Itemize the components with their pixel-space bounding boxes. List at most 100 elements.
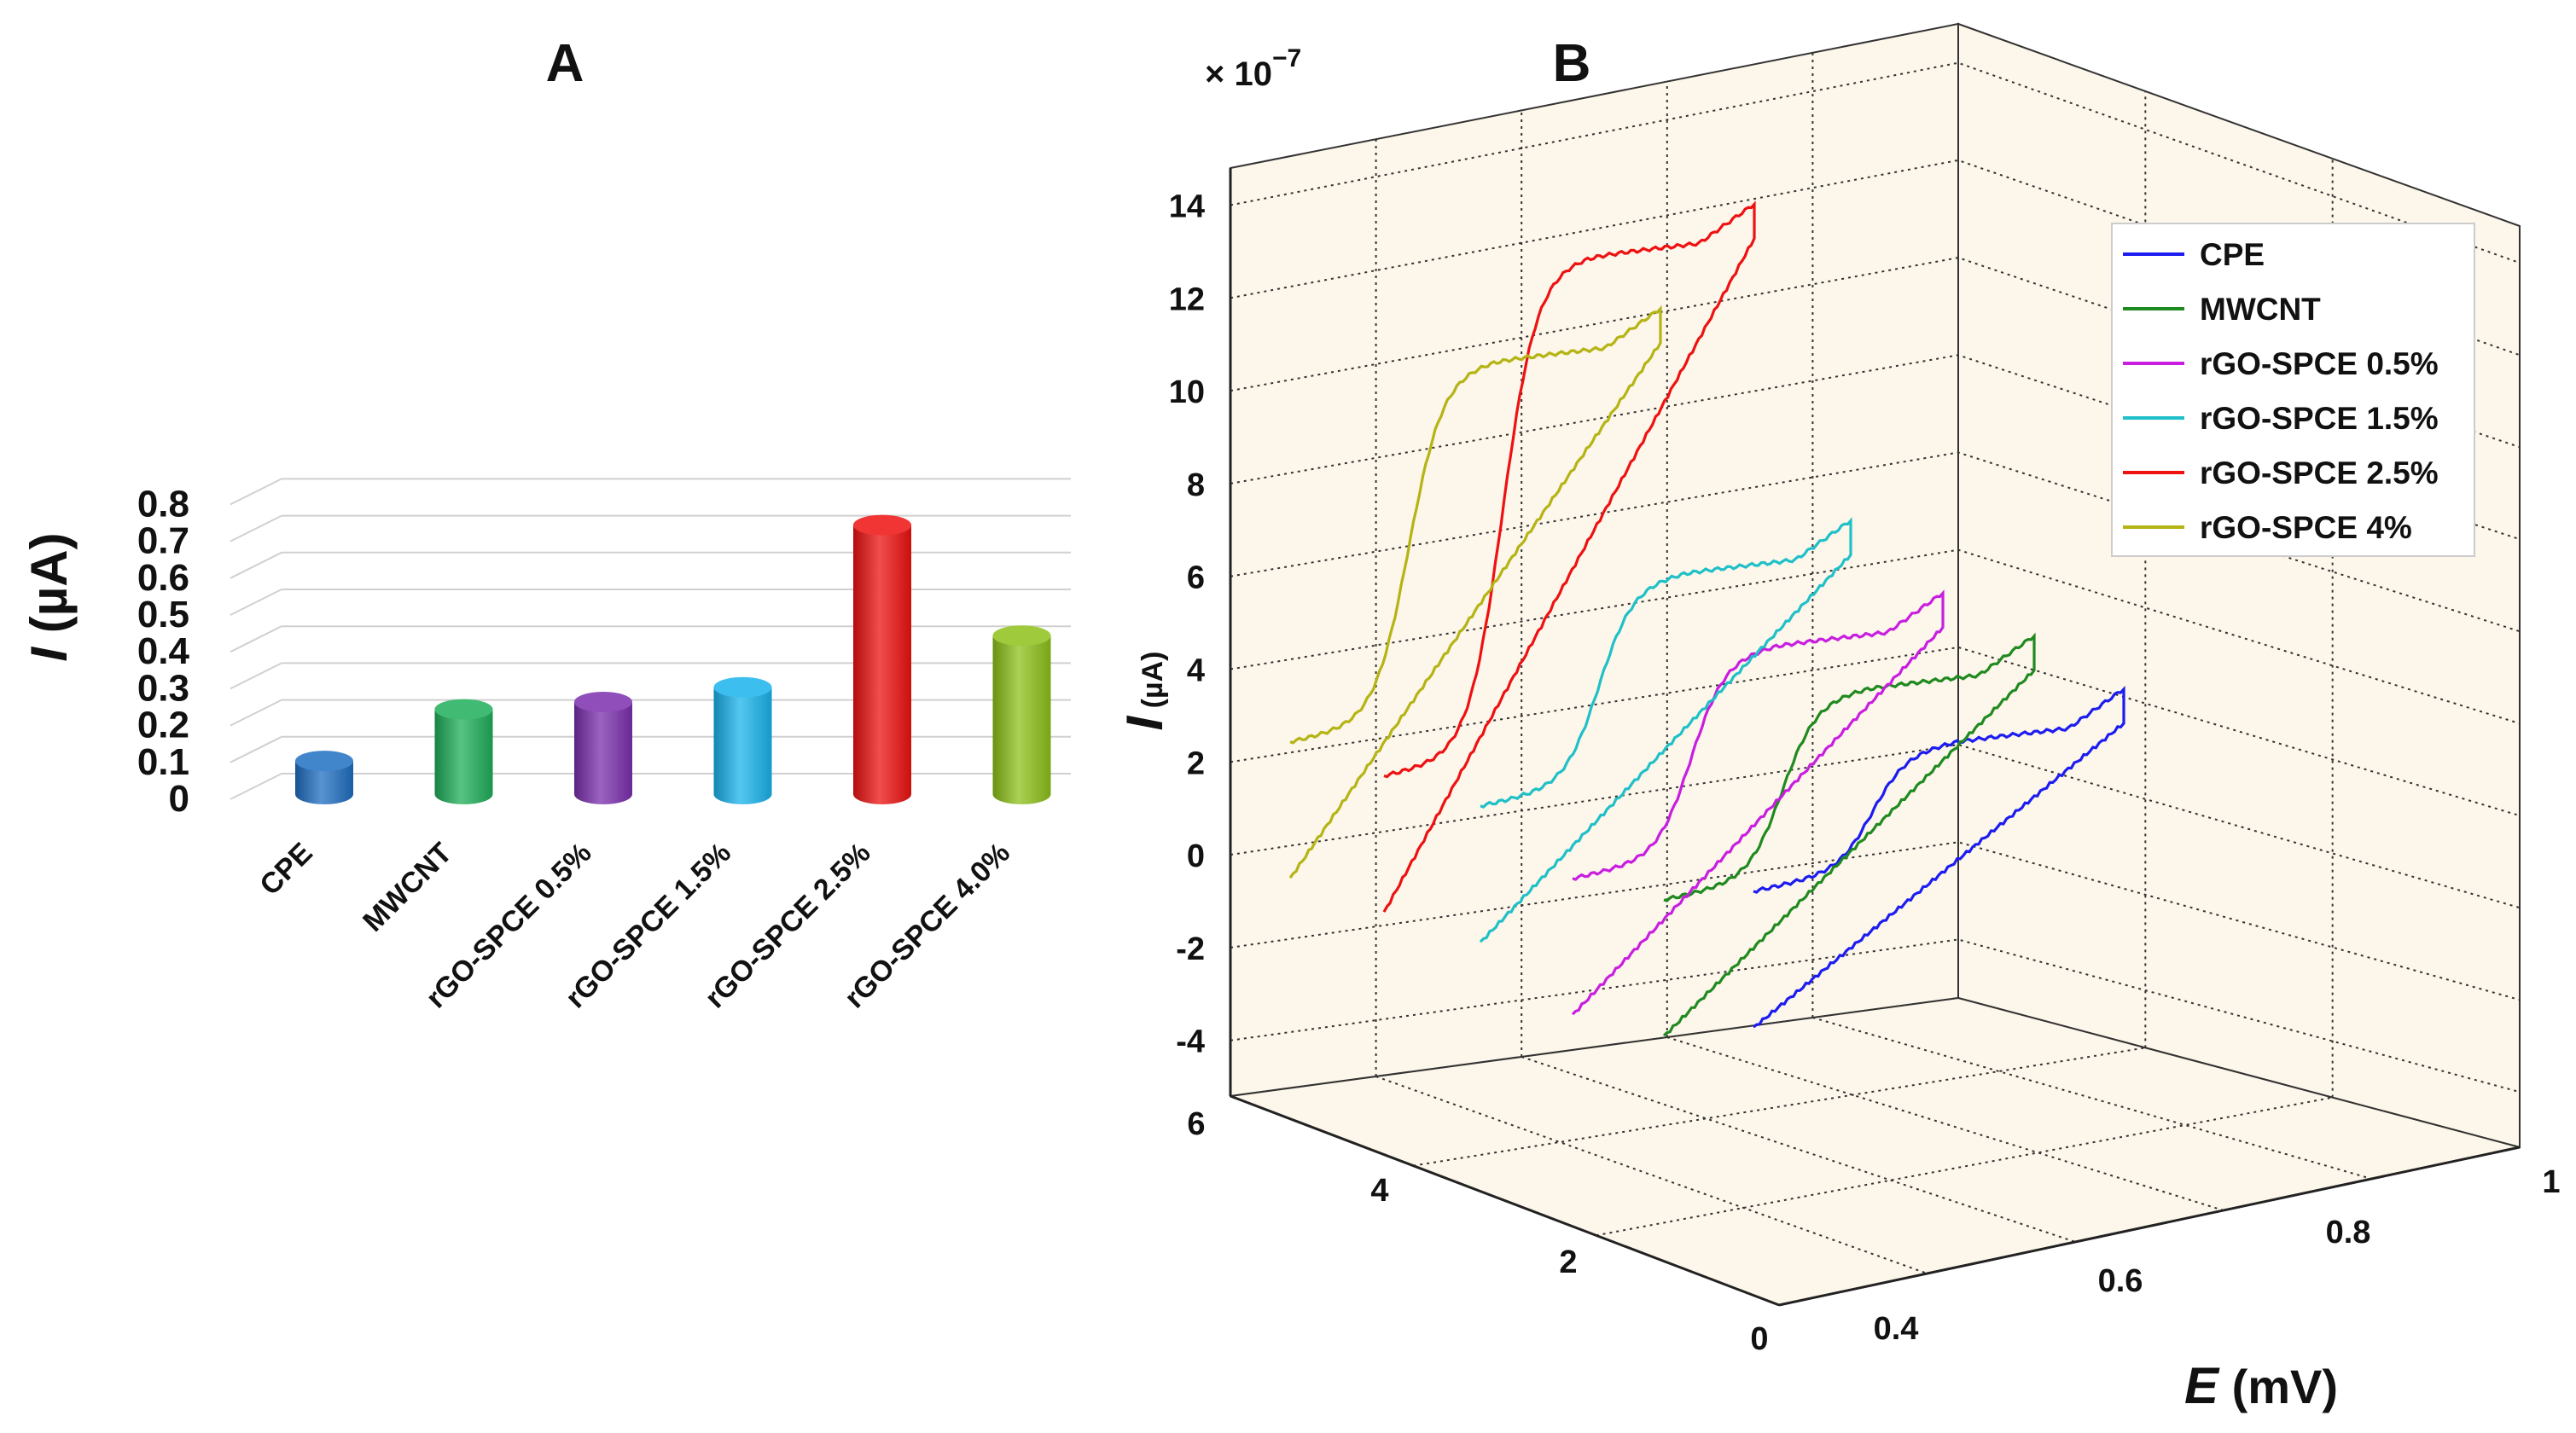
panel-b-multiplier-base: × 10: [1205, 55, 1272, 93]
panel-b-x-label-unit: (mV): [2218, 1360, 2338, 1413]
panel-b-title: B: [1553, 34, 1591, 93]
bar-body: [713, 687, 772, 804]
panel-b-z-tick-label: 8: [1187, 467, 1205, 503]
panel-b-floor-grid: [1812, 1017, 2372, 1180]
bar-body: [295, 761, 353, 804]
bar-1: [295, 751, 353, 804]
panel-b-x-axis-label: E (mV): [2184, 1357, 2338, 1414]
panel-b-multiplier-exponent: −7: [1272, 44, 1301, 73]
bar-top: [713, 676, 772, 698]
panel-a-gridline-left: [230, 514, 282, 542]
legend-label: rGO-SPCE 1.5%: [2200, 401, 2439, 436]
legend-label: rGO-SPCE 0.5%: [2200, 346, 2439, 381]
panel-a-gridline-left: [230, 773, 282, 800]
legend-label: CPE: [2200, 237, 2265, 272]
panel-b-x-label-symbol: E: [2184, 1357, 2220, 1414]
curve-rgo-spce-1-5-: [1479, 517, 1852, 943]
panel-b-z-gridline: [1230, 354, 2521, 541]
panel-a-y-tick-label: 0.7: [137, 520, 189, 562]
curve-rgo-spce-4-: [1288, 305, 1662, 879]
panel-b-z-gridline: [1230, 548, 2521, 725]
panel-a-bar-chart: A 00.10.20.30.40.50.60.70.8 CPE MWCNTrGO-…: [20, 34, 1071, 1014]
panel-b-floor-grid: [1375, 1076, 1928, 1274]
panel-a-y-tick-label: 0.3: [137, 667, 189, 709]
panel-a-y-axis-label: I (µA): [20, 532, 78, 661]
panel-b-z-tick-label: 6: [1187, 560, 1205, 596]
panel-a-y-tick-label: 0: [169, 778, 189, 820]
panel-b-x-tick-label: 0.8: [2326, 1215, 2371, 1250]
panel-b-x-tick-label: 1: [2542, 1164, 2560, 1200]
bar-top: [574, 692, 632, 712]
bar-body: [992, 635, 1051, 804]
panel-a-y-label-unit: (µA): [20, 532, 78, 647]
panel-b-tick-labels: -4 -2 0 2 4 6 8 10 12 14 0 2 4 6 0.4 0.6 0.8 1: [1169, 189, 2561, 1357]
panel-b-curves: [1288, 200, 2125, 1037]
panel-b-z-label-symbol: I: [1116, 715, 1173, 730]
panel-b-floor-grid: [1521, 1056, 2076, 1243]
panel-a-y-tick-label: 0.1: [137, 741, 189, 783]
panel-b-z-tick-label: 4: [1187, 653, 1205, 689]
panel-b-floor-grid: [1596, 1096, 2333, 1237]
legend-box: [2111, 223, 2475, 557]
panel-a-bars: [295, 514, 1051, 804]
panel-b-z-label-unit: (µA): [1137, 652, 1169, 716]
panel-b-z-tick-label: -4: [1176, 1024, 1205, 1060]
legend-label: rGO-SPCE 2.5%: [2200, 455, 2439, 490]
panel-b-z-tick-label: 10: [1169, 374, 1205, 410]
panel-b-y-tick-label: 6: [1187, 1106, 1205, 1142]
panel-a-gridline-left: [230, 589, 282, 616]
panel-a-y-tick-label: 0.4: [137, 630, 190, 672]
bar-top: [853, 514, 911, 536]
curve-rgo-spce-0-5-: [1571, 589, 1945, 1016]
panel-b-z-tick-label: 0: [1187, 838, 1205, 874]
legend-item: CPE: [2123, 237, 2265, 272]
panel-a-gridline-left: [230, 735, 282, 763]
panel-a-y-tick-label: 0.6: [137, 557, 189, 599]
panel-a-y-tick-label: 0.8: [137, 483, 189, 525]
panel-a-y-tick-label: 0.2: [137, 705, 189, 746]
bar-top: [992, 625, 1051, 647]
panel-a-gridline-left: [230, 478, 282, 506]
panel-b-back-pane: [1230, 22, 1959, 1098]
category-label: CPE: [253, 837, 318, 902]
bar-body: [853, 525, 911, 804]
panel-a-title: A: [546, 34, 584, 93]
bar-top: [434, 699, 493, 720]
panel-a-gridlines: [230, 478, 1071, 800]
curve-rgo-spce-2-5-: [1382, 200, 1756, 913]
legend-label: MWCNT: [2200, 292, 2321, 327]
bar-3: [574, 692, 632, 804]
panel-b-z-gridline: [1230, 451, 2521, 633]
panel-b-floor-grid: [1666, 1036, 2224, 1211]
curve-mwcnt: [1662, 632, 2036, 1037]
legend-item: rGO-SPCE 4%: [2123, 510, 2412, 545]
panel-b-y-tick-label: 2: [1559, 1244, 1577, 1280]
panel-b-z-tick-label: 12: [1169, 281, 1205, 317]
bar-top: [295, 751, 353, 772]
panel-a-gridline-left: [230, 699, 282, 727]
bar-body: [434, 709, 493, 804]
legend-item: rGO-SPCE 0.5%: [2123, 346, 2439, 381]
panel-b-x-axis-line: [1778, 1146, 2521, 1307]
panel-a-gridline-left: [230, 662, 282, 690]
panel-b-side-pane: [1957, 22, 2521, 1149]
panel-b-floor-grid: [1413, 1047, 2146, 1167]
panel-b-x-tick-label: 0.6: [2098, 1263, 2143, 1299]
panel-b-grid: [1230, 52, 2521, 1274]
panel-b-z-tick-label: 14: [1169, 189, 1205, 225]
bar-6: [992, 625, 1051, 804]
panel-b-y-axis-line: [1230, 1094, 1780, 1307]
panel-b-z-gridline: [1230, 159, 2521, 357]
panel-b-z-gridline: [1230, 646, 2521, 817]
panel-b-x-tick-label: 0.4: [1874, 1311, 1919, 1347]
panel-b-z-axis-label: I (µA): [1116, 652, 1173, 731]
panel-b-z-tick-label: 2: [1187, 746, 1205, 781]
panel-a-y-tick-labels: 00.10.20.30.40.50.60.70.8: [137, 483, 190, 820]
curve-cpe: [1753, 685, 2125, 1029]
panel-b-multiplier: × 10−7: [1205, 44, 1301, 93]
bar-5: [853, 514, 911, 804]
legend-label: rGO-SPCE 4%: [2200, 510, 2412, 545]
panel-a-gridline-left: [230, 625, 282, 653]
